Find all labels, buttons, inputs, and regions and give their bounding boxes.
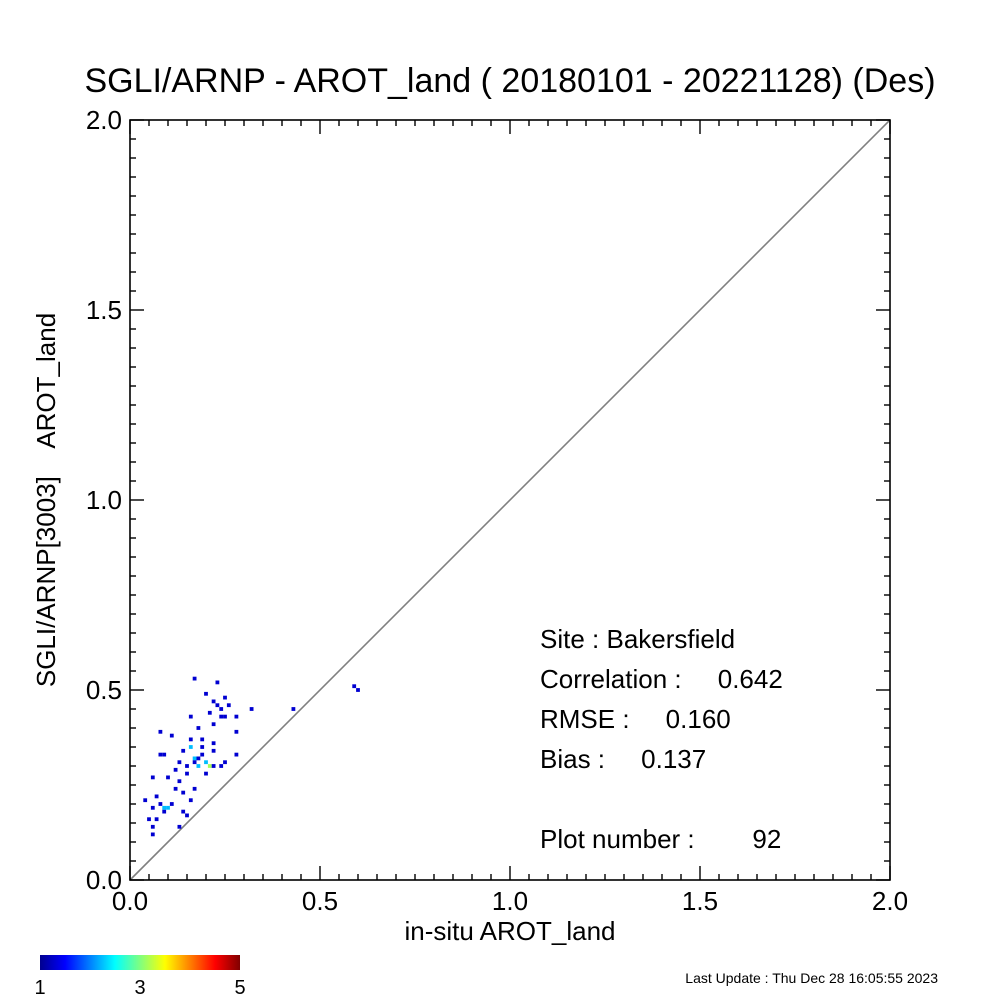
data-cell <box>200 745 205 749</box>
data-cell <box>234 752 239 757</box>
data-cell <box>215 703 220 708</box>
data-cell <box>177 824 182 829</box>
data-cell <box>211 699 216 704</box>
data-cell <box>219 714 224 719</box>
data-cell <box>181 809 186 814</box>
data-cell <box>223 714 227 719</box>
y-axis-label: SGLI/ARNP[3003] AROT_land <box>31 313 61 687</box>
data-cell <box>356 688 360 692</box>
data-cell <box>204 760 208 765</box>
stats-site: Site : Bakersfield <box>540 624 735 654</box>
data-cell <box>169 802 174 806</box>
data-cell <box>185 771 189 776</box>
data-cell <box>204 771 208 776</box>
stats-correlation: Correlation : 0.642 <box>540 664 783 694</box>
data-cell <box>158 729 163 734</box>
data-cell <box>143 798 148 803</box>
stats-rmse: RMSE : 0.160 <box>540 704 731 734</box>
data-cell <box>185 764 189 768</box>
data-cell <box>150 775 155 780</box>
y-tick-label: 1.0 <box>86 485 122 515</box>
data-cell <box>234 714 239 719</box>
data-cell <box>150 832 155 837</box>
data-cell <box>150 805 155 810</box>
data-cell <box>169 733 174 738</box>
data-cell <box>200 752 205 757</box>
data-cell <box>162 752 167 757</box>
data-cell <box>211 722 216 727</box>
data-cell <box>291 707 296 711</box>
data-cell <box>207 764 212 768</box>
data-cell <box>215 680 220 685</box>
data-cell <box>166 775 170 780</box>
data-cell <box>352 684 357 689</box>
last-update-text: Last Update : Thu Dec 28 16:05:55 2023 <box>685 970 938 986</box>
y-tick-label: 1.5 <box>86 295 122 325</box>
data-cell <box>211 764 216 768</box>
colorbar: 1 3 5 <box>34 955 246 999</box>
data-cell <box>188 798 193 803</box>
stats-box: Site : Bakersfield Correlation : 0.642 R… <box>540 624 783 854</box>
data-cell <box>219 707 224 711</box>
stats-bias: Bias : 0.137 <box>540 744 706 774</box>
data-cell <box>158 752 163 757</box>
data-cell <box>196 726 201 730</box>
data-cell <box>207 710 212 715</box>
data-cell <box>185 813 189 818</box>
x-tick-label: 2.0 <box>872 886 908 916</box>
one-to-one-line <box>129 119 891 881</box>
y-tick-label: 0.5 <box>86 675 122 705</box>
x-tick-label: 1.5 <box>682 886 718 916</box>
chart-title: SGLI/ARNP - AROT_land ( 20180101 - 20221… <box>84 62 935 100</box>
data-cell <box>192 760 197 765</box>
colorbar-tick-label: 1 <box>34 977 45 999</box>
data-cell <box>154 817 159 822</box>
y-tick-label: 0.0 <box>86 865 122 895</box>
plot-area: 0.0 0.5 1.0 1.5 2.0 0.0 0.5 1.0 1.5 2.0 <box>86 105 908 916</box>
data-cell <box>204 691 208 696</box>
x-axis-label: in-situ AROT_land <box>405 916 616 946</box>
data-cell <box>177 779 182 784</box>
data-cell <box>188 737 193 742</box>
data-cell <box>188 714 193 719</box>
data-cell <box>162 809 167 814</box>
y-tick-label: 2.0 <box>86 105 122 135</box>
data-cell <box>173 786 178 791</box>
data-cell <box>158 802 163 806</box>
data-cell <box>211 741 216 746</box>
x-tick-label: 0.5 <box>302 886 338 916</box>
data-cell <box>219 764 224 768</box>
x-tick-label: 1.0 <box>492 886 528 916</box>
colorbar-tick-label: 3 <box>134 977 145 999</box>
data-cell <box>181 790 186 795</box>
data-cell <box>196 756 201 761</box>
colorbar-gradient <box>40 955 240 970</box>
data-cell <box>162 805 167 810</box>
data-cell <box>211 748 216 753</box>
data-cell <box>166 805 170 810</box>
data-cell <box>226 703 231 708</box>
data-cell <box>177 760 182 765</box>
data-cell <box>181 748 186 753</box>
data-cell <box>192 756 197 761</box>
data-cell <box>147 817 151 822</box>
data-cell <box>188 745 193 749</box>
data-cell <box>192 676 197 681</box>
data-cell <box>192 786 197 791</box>
data-cell <box>150 824 155 829</box>
data-cell <box>223 695 227 700</box>
x-tick-label: 0.0 <box>112 886 148 916</box>
data-cell <box>196 764 201 768</box>
data-cell <box>173 767 178 772</box>
data-cell <box>154 794 159 799</box>
stats-plot-number: Plot number : 92 <box>540 824 781 854</box>
data-cell <box>234 729 239 734</box>
data-cell <box>200 737 205 742</box>
data-cell <box>249 707 254 711</box>
colorbar-tick-label: 5 <box>234 977 245 999</box>
data-cell <box>223 760 227 765</box>
